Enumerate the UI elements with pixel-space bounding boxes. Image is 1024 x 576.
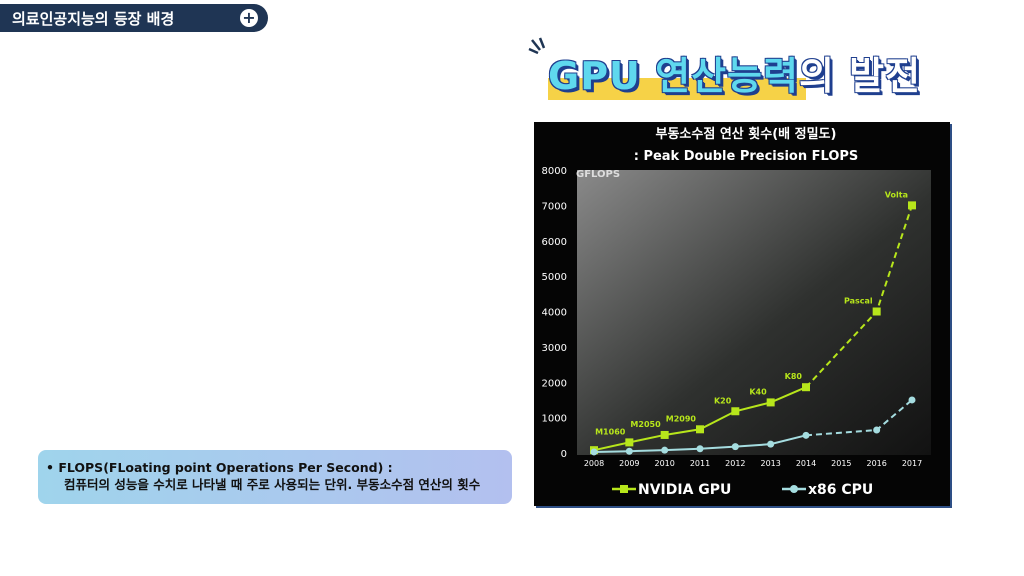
sparkle-icon bbox=[528, 37, 546, 55]
gpu-point-label: K20 bbox=[714, 396, 732, 405]
y-tick-label: 4000 bbox=[542, 308, 567, 319]
gpu-data-point bbox=[766, 398, 775, 407]
section-header: 의료인공지능의 등장 배경 + bbox=[0, 4, 268, 32]
cpu-legend-label: x86 CPU bbox=[808, 482, 873, 498]
cpu-data-point bbox=[767, 440, 775, 448]
y-tick-label: 3000 bbox=[542, 343, 567, 354]
x-tick-label: 2011 bbox=[690, 459, 710, 468]
flops-chart: 부동소수점 연산 횟수(배 정밀도) : Peak Double Precisi… bbox=[542, 126, 931, 498]
gpu-point-label: M2090 bbox=[666, 414, 697, 423]
headline-highlight bbox=[548, 78, 806, 100]
gpu-data-point bbox=[872, 307, 881, 316]
x-tick-label: 2010 bbox=[654, 459, 674, 468]
y-tick-label: 0 bbox=[561, 449, 567, 460]
cpu-data-point bbox=[802, 431, 810, 439]
y-tick-label: 1000 bbox=[542, 414, 567, 425]
y-tick-label: 8000 bbox=[542, 166, 567, 177]
y-tick-label: 5000 bbox=[542, 272, 567, 283]
x-tick-label: 2012 bbox=[725, 459, 745, 468]
cpu-data-point bbox=[625, 447, 633, 455]
gpu-data-point bbox=[625, 438, 634, 447]
headline-main: GPU 연산능력 bbox=[548, 54, 799, 98]
cpu-data-point bbox=[696, 445, 704, 453]
chart-subtitle: : Peak Double Precision FLOPS bbox=[634, 149, 859, 164]
chart-title: 부동소수점 연산 횟수(배 정밀도) bbox=[656, 126, 837, 142]
cpu-data-point bbox=[590, 448, 598, 456]
y-tick-label: 7000 bbox=[542, 201, 567, 212]
flops-note: • FLOPS(FLoating point Operations Per Se… bbox=[38, 450, 512, 504]
gpu-point-label: K80 bbox=[785, 372, 803, 381]
gpu-point-label: M1060 bbox=[595, 427, 626, 436]
note-line-2: 컴퓨터의 성능을 수치로 나타낼 때 주로 사용되는 단위. 부동소수점 연산의… bbox=[64, 477, 481, 492]
plus-circle-icon[interactable]: + bbox=[240, 9, 258, 27]
gpu-data-point bbox=[696, 425, 704, 434]
note-line-1: • FLOPS(FLoating point Operations Per Se… bbox=[46, 460, 393, 475]
gpu-data-point bbox=[802, 383, 810, 392]
gpu-data-point bbox=[908, 201, 916, 210]
y-tick-label: 6000 bbox=[542, 237, 567, 248]
headline-suffix: 의 발전 bbox=[798, 54, 922, 98]
gpu-legend-marker bbox=[620, 485, 628, 493]
x-tick-label: 2008 bbox=[584, 459, 604, 468]
chart-panel: 부동소수점 연산 횟수(배 정밀도) : Peak Double Precisi… bbox=[534, 122, 950, 506]
headline: GPU 연산능력의 발전 bbox=[548, 50, 921, 102]
gpu-data-point bbox=[660, 430, 669, 439]
y-axis-label: GFLOPS bbox=[576, 169, 620, 180]
x-tick-label: 2014 bbox=[796, 459, 816, 468]
gpu-point-label: K40 bbox=[749, 387, 767, 396]
x-tick-label: 2015 bbox=[831, 459, 851, 468]
gpu-data-point bbox=[731, 407, 740, 416]
y-tick-label: 2000 bbox=[542, 378, 567, 389]
gpu-point-label: Pascal bbox=[844, 297, 873, 306]
cpu-legend-marker bbox=[790, 485, 798, 493]
cpu-data-point bbox=[731, 443, 739, 451]
section-title: 의료인공지능의 등장 배경 bbox=[12, 9, 175, 28]
x-tick-label: 2013 bbox=[760, 459, 780, 468]
x-tick-label: 2016 bbox=[866, 459, 886, 468]
x-tick-label: 2017 bbox=[902, 459, 922, 468]
gpu-legend-label: NVIDIA GPU bbox=[638, 482, 731, 498]
cpu-data-point bbox=[873, 426, 881, 434]
gpu-point-label: M2050 bbox=[630, 420, 661, 429]
x-tick-label: 2009 bbox=[619, 459, 639, 468]
gpu-point-label: Volta bbox=[885, 190, 908, 199]
cpu-data-point bbox=[661, 446, 669, 454]
cpu-data-point bbox=[908, 396, 916, 404]
